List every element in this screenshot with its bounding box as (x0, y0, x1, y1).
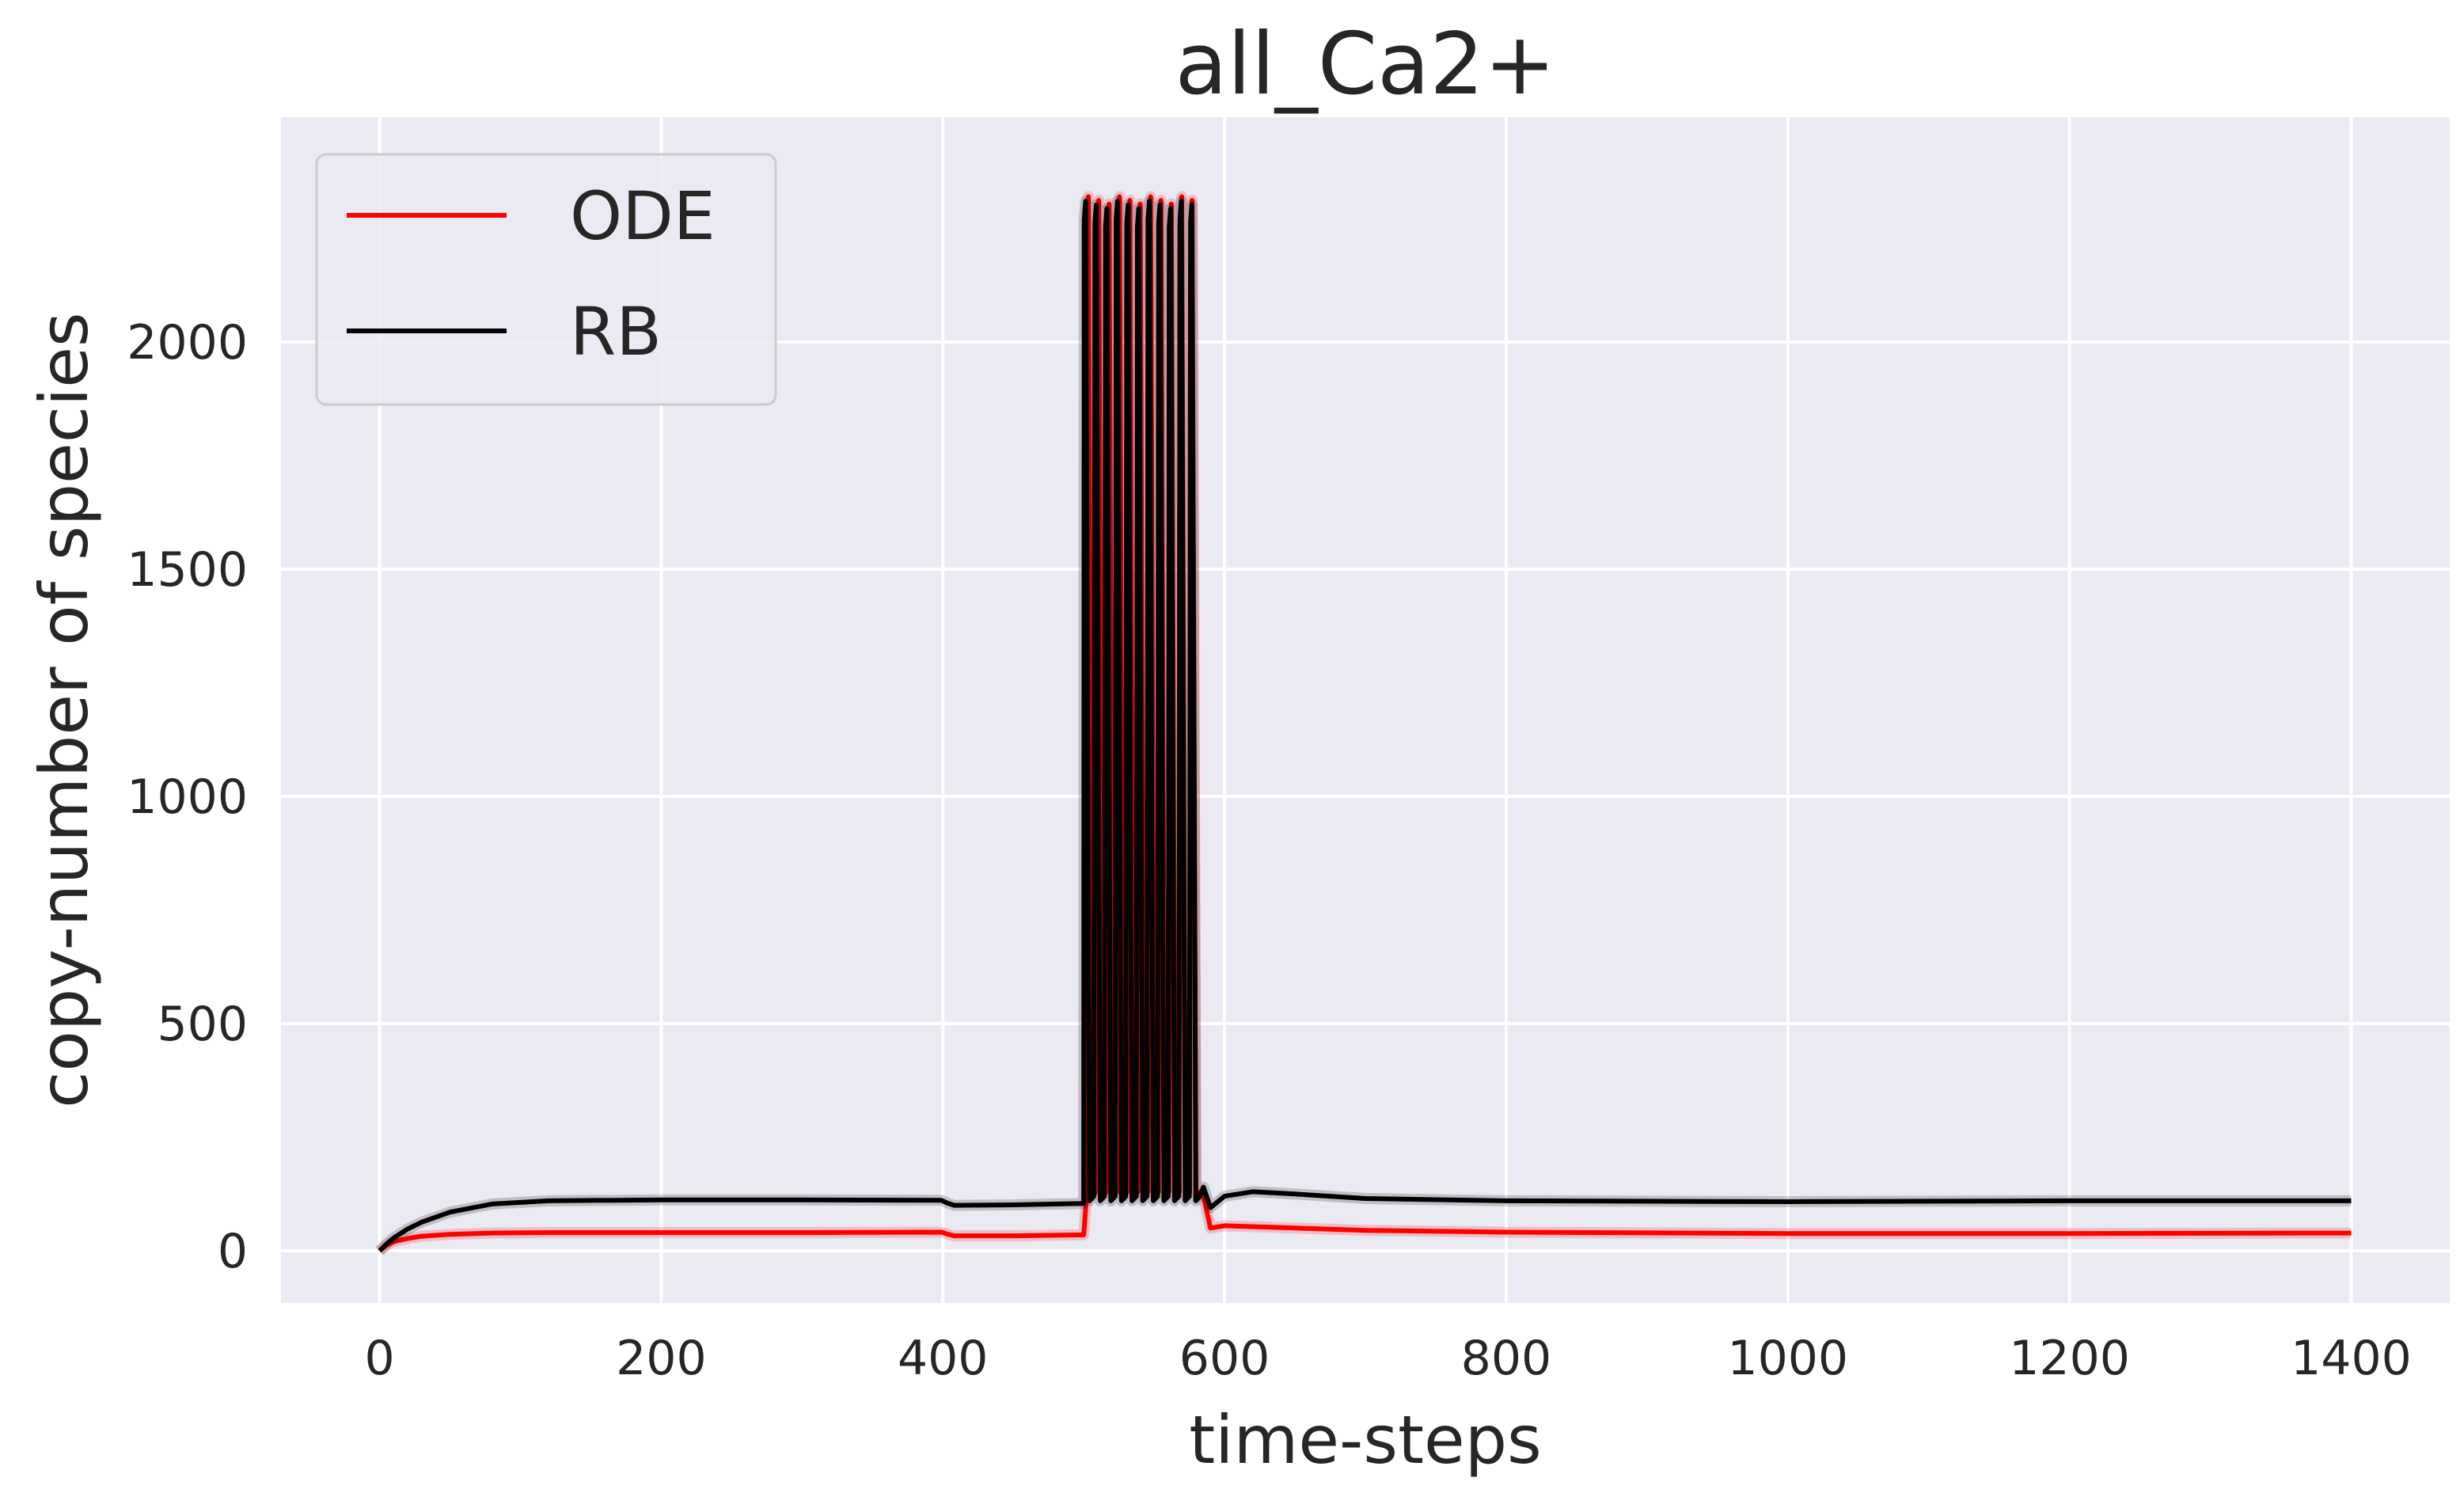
legend: ODE RB (315, 153, 777, 406)
x-tick-label: 1400 (2291, 1331, 2412, 1386)
x-axis-label: time-steps (1189, 1401, 1542, 1479)
legend-label-ode: ODE (570, 177, 716, 255)
x-tick-label: 200 (616, 1331, 707, 1386)
y-tick-label: 500 (157, 997, 248, 1052)
x-tick-label: 1200 (2009, 1331, 2130, 1386)
y-tick-label: 1000 (127, 769, 248, 825)
y-axis-label: copy-number of species (25, 312, 103, 1107)
x-tick-label: 400 (898, 1331, 989, 1386)
series-line-rb (378, 199, 2352, 1253)
x-tick-label: 600 (1179, 1331, 1270, 1386)
chart-title: all_Ca2+ (1175, 15, 1556, 114)
series-layer (375, 191, 2352, 1256)
y-tick-labels: 0 500 1000 1500 2000 (127, 315, 248, 1279)
x-tick-label: 0 (364, 1331, 394, 1386)
x-tick-label: 800 (1461, 1331, 1552, 1386)
y-tick-label: 0 (218, 1224, 248, 1279)
legend-label-rb: RB (570, 293, 662, 370)
y-tick-label: 1500 (127, 542, 248, 598)
y-tick-label: 2000 (127, 315, 248, 370)
x-tick-labels: 0 200 400 600 800 1000 1200 1400 (364, 1331, 2411, 1386)
grid (281, 117, 2450, 1303)
x-tick-label: 1000 (1727, 1331, 1848, 1386)
